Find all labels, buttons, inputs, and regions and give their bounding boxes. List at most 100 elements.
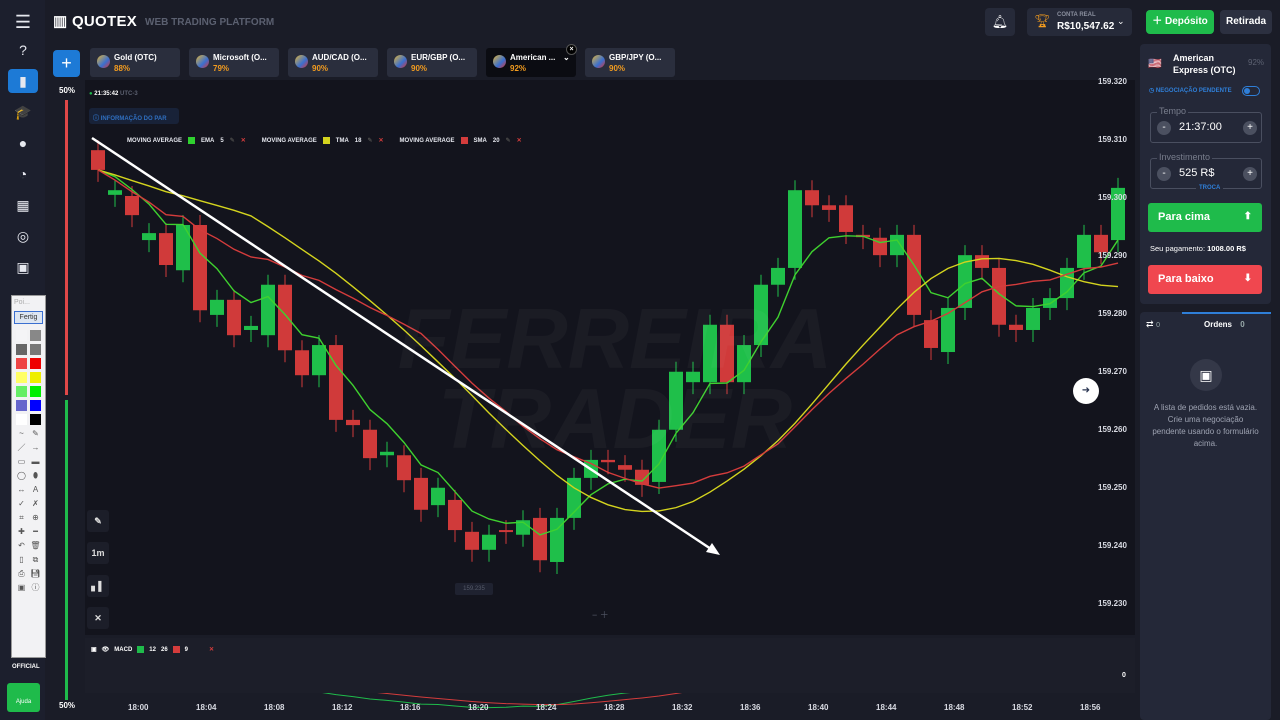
- indicator-color-swatch[interactable]: [460, 137, 468, 144]
- time-field[interactable]: Tempo -21:37:00 +: [1150, 106, 1262, 143]
- collapse-icon[interactable]: ▣: [91, 647, 97, 653]
- drawing-tool[interactable]: ▬: [31, 457, 40, 466]
- drawing-tool[interactable]: [30, 400, 41, 411]
- drawing-tool[interactable]: ▣: [17, 583, 26, 592]
- drawing-tool[interactable]: ⌗: [19, 513, 24, 522]
- help-icon[interactable]: ?: [19, 42, 27, 58]
- drawing-tool[interactable]: →: [31, 443, 40, 452]
- drawing-tool[interactable]: [16, 344, 27, 355]
- gift-icon[interactable]: ▣: [16, 258, 30, 275]
- drawing-tool[interactable]: A: [32, 485, 39, 494]
- drawing-tool[interactable]: ↶: [18, 541, 25, 550]
- timeframe-button[interactable]: 1m: [87, 542, 109, 564]
- drawing-tool[interactable]: ▭: [17, 457, 26, 466]
- add-asset-button[interactable]: +: [53, 50, 80, 77]
- drawing-tool[interactable]: ✓: [18, 499, 25, 508]
- drawing-tool[interactable]: ↔: [17, 485, 26, 494]
- done-button[interactable]: Fertig: [14, 311, 43, 324]
- drawing-tool[interactable]: [16, 330, 27, 341]
- menu-icon[interactable]: ☰: [14, 11, 32, 32]
- asset-tab[interactable]: Gold (OTC) 88%: [90, 48, 180, 77]
- asset-tab[interactable]: AUD/CAD (O... 90%: [288, 48, 378, 77]
- deposit-button[interactable]: ＋ Depósito: [1146, 10, 1214, 34]
- drawing-tool[interactable]: 💾︎: [30, 569, 41, 578]
- indicator-color-swatch[interactable]: [322, 137, 330, 144]
- drawing-tool[interactable]: ⎙: [18, 569, 25, 578]
- drawing-tool[interactable]: ━: [33, 527, 38, 536]
- zoom-controls[interactable]: − ＋: [592, 610, 609, 620]
- pending-toggle[interactable]: [1242, 86, 1260, 96]
- time-plus-button[interactable]: +: [1243, 121, 1257, 135]
- drawing-tool[interactable]: 🗑︎: [30, 541, 41, 550]
- drawing-tool[interactable]: ⓘ: [31, 583, 40, 592]
- edit-indicator-icon[interactable]: ✎: [229, 138, 235, 144]
- time-minus-button[interactable]: -: [1157, 121, 1171, 135]
- bell-icon[interactable]: 🔔︎: [985, 8, 1015, 36]
- up-button[interactable]: Para cima ⬆︎: [1148, 203, 1262, 232]
- pie-icon[interactable]: ◔: [18, 166, 28, 182]
- drawing-tool[interactable]: ◯: [17, 471, 26, 480]
- asset-tab-payout: 79%: [213, 64, 230, 73]
- asset-tab[interactable]: GBP/JPY (O... 90%: [585, 48, 675, 77]
- investment-field[interactable]: Investimento -525 R$ + TROCA: [1150, 152, 1262, 191]
- edit-indicator-icon[interactable]: ✎: [505, 138, 511, 144]
- drawing-tool[interactable]: ⧉: [32, 555, 39, 564]
- account-selector[interactable]: 🏆︎ CONTA REAL R$10,547.62 ⌄: [1027, 8, 1132, 36]
- drawing-tool[interactable]: [30, 330, 41, 341]
- macd-color-swatch[interactable]: [137, 646, 145, 653]
- investment-plus-button[interactable]: +: [1243, 167, 1257, 181]
- indicators-button[interactable]: ✕: [87, 607, 109, 629]
- remove-indicator-icon[interactable]: ✕: [378, 138, 384, 144]
- chart-type-button[interactable]: ▖▌: [87, 575, 109, 597]
- drawing-tool[interactable]: ⬮: [32, 471, 39, 480]
- asset-tab[interactable]: EUR/GBP (O... 90%: [387, 48, 477, 77]
- drawing-tool[interactable]: [16, 414, 27, 425]
- edit-indicator-icon[interactable]: ✎: [367, 138, 373, 144]
- down-button[interactable]: Para baixo ⬇︎: [1148, 265, 1262, 294]
- indicator-color-swatch[interactable]: [188, 137, 196, 144]
- drawing-tool[interactable]: [30, 358, 41, 369]
- close-tab-icon[interactable]: ×: [566, 44, 577, 55]
- drawing-tool[interactable]: [16, 400, 27, 411]
- signal-icon[interactable]: ◎: [16, 227, 30, 244]
- drawing-tool[interactable]: ／: [17, 443, 26, 452]
- remove-indicator-icon[interactable]: ✕: [240, 138, 246, 144]
- help-button[interactable]: Ajuda: [7, 683, 40, 712]
- withdraw-button[interactable]: Retirada: [1220, 10, 1272, 34]
- asset-tab[interactable]: Microsoft (O... 79%: [189, 48, 279, 77]
- scroll-to-latest-button[interactable]: ➜: [1073, 378, 1099, 404]
- remove-indicator-icon[interactable]: ✕: [516, 138, 522, 144]
- drawing-tool[interactable]: [16, 358, 27, 369]
- pending-label: NEGOCIAÇÃO PENDENTE: [1155, 88, 1232, 94]
- drawing-tool[interactable]: [30, 344, 41, 355]
- drawing-tool[interactable]: ▯: [19, 555, 24, 564]
- drawing-tool[interactable]: [30, 386, 41, 397]
- drawing-tool[interactable]: [30, 372, 41, 383]
- drawing-tool[interactable]: [16, 372, 27, 383]
- remove-macd-icon[interactable]: ✕: [209, 647, 215, 653]
- drawing-tool[interactable]: ~: [19, 429, 24, 438]
- drawing-tool[interactable]: [30, 414, 41, 425]
- asset-tab[interactable]: American ... 92% ⌄ ×: [486, 44, 577, 77]
- drawing-tool[interactable]: ✎: [32, 429, 39, 438]
- chevron-down-icon[interactable]: ⌄: [563, 53, 570, 62]
- time-value[interactable]: 21:37:00: [1179, 121, 1222, 133]
- market-icon[interactable]: ▦: [16, 196, 30, 213]
- pair-info-button[interactable]: ⓘ INFORMAÇÃO DO PAR: [89, 108, 179, 124]
- user-icon[interactable]: ●: [18, 135, 28, 151]
- drawing-tool[interactable]: ⊕: [32, 513, 39, 522]
- investment-value[interactable]: 525 R$: [1179, 167, 1215, 179]
- education-icon[interactable]: 🎓: [14, 103, 32, 120]
- trades-tab[interactable]: ⇄ 0: [1146, 319, 1160, 330]
- signal-color-swatch[interactable]: [172, 646, 180, 653]
- chart-area[interactable]: [85, 80, 1135, 635]
- eye-icon[interactable]: 👁︎: [101, 647, 110, 653]
- draw-pencil-button[interactable]: ✎: [87, 510, 109, 532]
- investment-minus-button[interactable]: -: [1157, 167, 1171, 181]
- switch-link[interactable]: TROCA: [1196, 185, 1224, 191]
- drawing-tool[interactable]: ✚: [18, 527, 25, 536]
- drawing-tool[interactable]: [16, 386, 27, 397]
- orders-tab[interactable]: Ordens 0: [1204, 320, 1245, 329]
- chart-icon[interactable]: ▮: [8, 69, 38, 93]
- drawing-tool[interactable]: ✗: [32, 499, 39, 508]
